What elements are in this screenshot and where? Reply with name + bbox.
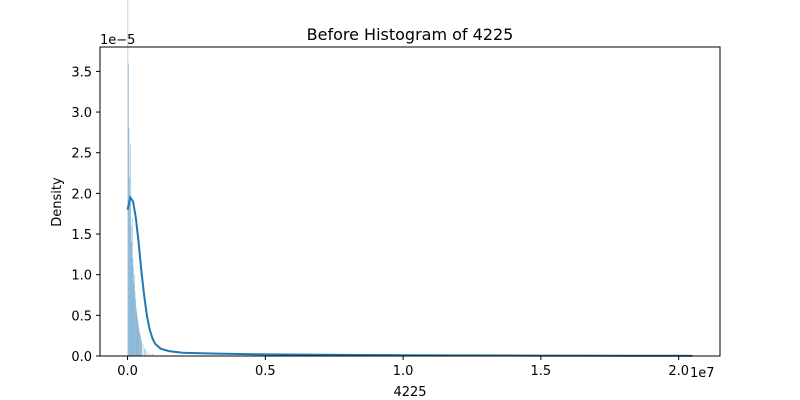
histogram-bar-16 — [136, 311, 137, 356]
chart-title: Before Histogram of 4225 — [307, 25, 514, 44]
histogram-bar-3 — [129, 177, 130, 356]
histogram-bar-15 — [135, 307, 137, 356]
x-tick-label: 0.5 — [255, 364, 276, 379]
histogram-bar-2 — [128, 128, 130, 356]
histogram-bar-0 — [127, 0, 129, 357]
histogram-bar-12 — [134, 274, 135, 356]
histogram-bar-13 — [134, 290, 136, 356]
histogram-bar-26 — [142, 344, 144, 356]
histogram-bar-17 — [136, 315, 138, 356]
y-tick-label: 1.0 — [71, 269, 92, 284]
histogram-bar-18 — [137, 319, 139, 356]
histogram-bar-11 — [133, 282, 135, 356]
histogram-bar-31 — [152, 353, 153, 356]
histogram-bar-21 — [139, 331, 140, 356]
histogram-bar-30 — [149, 352, 151, 356]
x-tick-label: 0.0 — [117, 364, 138, 379]
histogram-bar-27 — [144, 347, 145, 356]
y-tick-label: 2.5 — [71, 147, 92, 162]
y-axis-scale-label: 1e−5 — [100, 33, 135, 48]
histogram-bar-8 — [131, 217, 133, 356]
y-tick-label: 1.5 — [71, 228, 92, 243]
y-tick-label: 3.0 — [71, 106, 92, 121]
plot-frame — [99, 46, 721, 357]
histogram-bar-9 — [132, 258, 134, 356]
histogram-bar-28 — [145, 349, 147, 356]
y-tick-label: 2.0 — [71, 187, 92, 202]
x-tick-label: 1.5 — [531, 364, 552, 379]
kde-curve — [126, 194, 693, 357]
histogram-bar-29 — [146, 351, 148, 356]
kde-curve-group — [126, 194, 693, 357]
x-tick-label: 1.0 — [393, 364, 414, 379]
y-tick-label: 3.5 — [71, 65, 92, 80]
histogram-bar-24 — [140, 339, 142, 356]
histogram-bar-22 — [139, 333, 141, 356]
histogram-bar-25 — [141, 341, 142, 356]
histogram-bar-5 — [130, 144, 131, 356]
histogram-bar-14 — [135, 299, 136, 356]
histogram-bar-7 — [131, 242, 133, 356]
y-axis-label: Density — [50, 177, 65, 227]
y-axis-ticks: 0.0 0.5 1.0 1.5 2.0 2.5 3.0 3.5 — [71, 65, 100, 365]
y-tick-label: 0.5 — [71, 309, 92, 324]
x-tick-label: 2.0 — [668, 364, 689, 379]
x-axis-ticks: 0.0 0.5 1.0 1.5 2.0 — [117, 356, 689, 379]
x-axis-label: 4225 — [393, 385, 426, 400]
histogram-bar-20 — [138, 327, 140, 356]
histogram-bar-19 — [138, 323, 139, 356]
y-tick-label: 0.0 — [71, 350, 92, 365]
histogram-bar-4 — [129, 201, 131, 356]
histogram-bar-10 — [133, 266, 134, 356]
x-axis-scale-label: 1e7 — [690, 366, 715, 381]
histogram-bar-23 — [140, 335, 141, 356]
histogram-bar-6 — [130, 225, 132, 356]
